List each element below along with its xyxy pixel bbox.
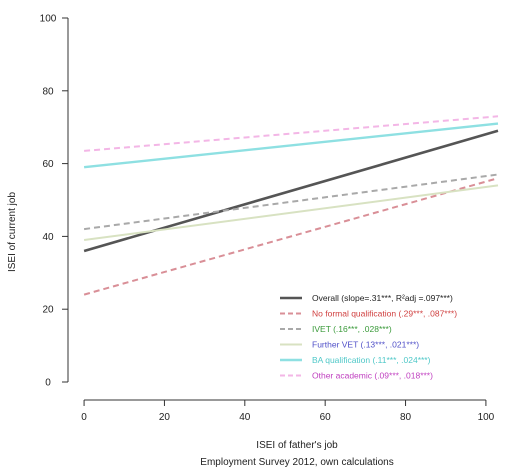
legend-label-1: Overall (slope=.31***, R²adj =.097***) [312,293,453,303]
legend-label-4: Further VET (.13***, .021***) [312,340,419,350]
legend-label-3: IVET (.16***, .028***) [312,324,392,334]
y-tick-label: 100 [40,14,57,25]
axes: 0 20 40 60 80 100 0 20 40 60 80 100 [40,14,495,424]
series-line-1 [83,129,499,253]
x-tick-label: 60 [320,412,332,423]
legend-label-2: No formal qualification (.29***, .087***… [312,309,457,319]
y-tick-label: 80 [42,86,54,97]
x-tick-label: 40 [239,412,251,423]
y-axis-title: ISEI of current job [7,192,18,272]
x-tick-label: 80 [400,412,412,423]
series-line-2 [83,177,499,296]
series-line-5 [83,122,499,169]
y-tick-label: 60 [42,159,54,170]
series-line-3 [83,173,499,231]
plot-area [83,115,499,296]
series-line-4 [83,184,499,241]
y-tick-label: 40 [42,232,54,243]
chart-caption: Employment Survey 2012, own calculations [200,457,393,468]
x-tick-label: 20 [159,412,171,423]
y-tick-label: 20 [42,305,54,316]
x-tick-label: 0 [81,412,87,423]
y-tick-label: 0 [45,378,51,389]
x-tick-label: 100 [478,412,495,423]
legend-label-5: BA qualification (.11***, .024***) [312,355,431,365]
x-axis-title: ISEI of father's job [256,440,338,451]
legend-label-6: Other academic (.09***, .018***) [312,371,433,381]
legend: Overall (slope=.31***, R²adj =.097***) No… [280,293,457,381]
